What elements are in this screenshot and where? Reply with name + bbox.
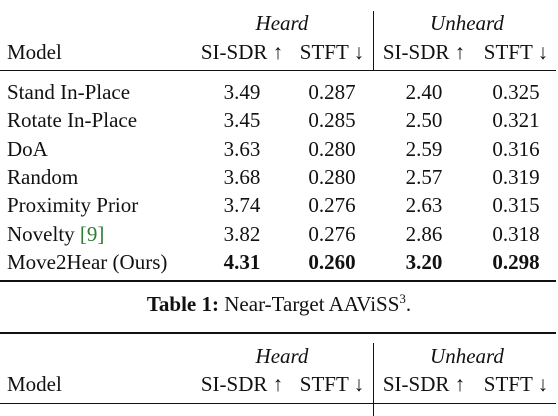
row-unheard-sisdr: 2.57: [405, 165, 443, 189]
col-header-heard-sisdr: SI-SDR ↑: [200, 372, 284, 396]
row-model: Stand In-Place: [7, 80, 131, 104]
row-heard-sisdr: 3.68: [223, 165, 261, 189]
row-model: Proximity Prior: [7, 193, 139, 217]
row-unheard-sisdr: 2.63: [405, 193, 443, 217]
row-heard-sisdr: 4.31: [223, 250, 261, 274]
group-header-heard: Heard: [255, 344, 309, 368]
column-divider: [373, 343, 374, 416]
column-divider: [373, 11, 374, 70]
row-unheard-stft: 0.325: [492, 80, 540, 104]
row-heard-sisdr: 3.74: [223, 193, 261, 217]
col-header-unheard-stft: STFT ↓: [483, 372, 549, 396]
row-model: DoA: [7, 137, 48, 161]
row-heard-stft: 0.276: [308, 222, 356, 246]
top-rule: [0, 332, 556, 334]
row-unheard-sisdr: 2.59: [405, 137, 443, 161]
caption-superscript: 3: [399, 291, 406, 306]
row-model: Novelty [9]: [7, 222, 104, 246]
group-header-unheard: Unheard: [430, 344, 504, 368]
col-header-unheard-stft: STFT ↓: [483, 40, 549, 64]
caption-label: Table 1:: [146, 292, 220, 316]
row-heard-sisdr: 3.49: [223, 80, 261, 104]
col-header-model: Model: [7, 40, 62, 64]
group-header-unheard: Unheard: [430, 11, 504, 35]
row-unheard-stft: 0.321: [492, 108, 540, 132]
row-heard-stft: 0.260: [308, 250, 356, 274]
row-unheard-sisdr: 3.20: [405, 250, 443, 274]
row-model: Move2Hear (Ours): [7, 250, 168, 274]
row-model-name: Novelty: [7, 222, 75, 246]
row-heard-stft: 0.280: [308, 165, 356, 189]
row-heard-stft: 0.276: [308, 193, 356, 217]
row-unheard-stft: 0.319: [492, 165, 540, 189]
row-heard-stft: 0.287: [308, 80, 356, 104]
table-caption: Table 1: Near-Target AAViSS3.: [0, 291, 558, 317]
row-unheard-sisdr: 2.40: [405, 80, 443, 104]
table-2: Heard Unheard Model SI-SDR ↑ STFT ↓ SI-S…: [0, 332, 558, 416]
row-heard-sisdr: 3.45: [223, 108, 261, 132]
citation-link[interactable]: [9]: [79, 222, 105, 246]
col-header-heard-stft: STFT ↓: [299, 372, 365, 396]
header-rule: [0, 70, 556, 71]
table-1: Heard Unheard Model SI-SDR ↑ STFT ↓ SI-S…: [0, 11, 556, 282]
row-heard-sisdr: 3.82: [223, 222, 261, 246]
col-header-heard-sisdr: SI-SDR ↑: [200, 40, 284, 64]
row-unheard-stft: 0.316: [492, 137, 540, 161]
row-unheard-stft: 0.298: [492, 250, 540, 274]
header-rule: [0, 403, 556, 404]
caption-end: .: [405, 292, 412, 316]
row-unheard-sisdr: 2.50: [405, 108, 443, 132]
row-unheard-stft: 0.318: [492, 222, 540, 246]
col-header-unheard-sisdr: SI-SDR ↑: [382, 40, 466, 64]
row-unheard-stft: 0.315: [492, 193, 540, 217]
col-header-heard-stft: STFT ↓: [299, 40, 365, 64]
row-model: Random: [7, 165, 79, 189]
col-header-model: Model: [7, 372, 62, 396]
caption-text: Near-Target AAViSS: [224, 292, 400, 316]
col-header-unheard-sisdr: SI-SDR ↑: [382, 372, 466, 396]
row-heard-sisdr: 3.63: [223, 137, 261, 161]
row-heard-stft: 0.285: [308, 108, 356, 132]
row-unheard-sisdr: 2.86: [405, 222, 443, 246]
row-model: Rotate In-Place: [7, 108, 138, 132]
row-heard-stft: 0.280: [308, 137, 356, 161]
bottom-rule: [0, 280, 556, 282]
group-header-heard: Heard: [255, 11, 309, 35]
